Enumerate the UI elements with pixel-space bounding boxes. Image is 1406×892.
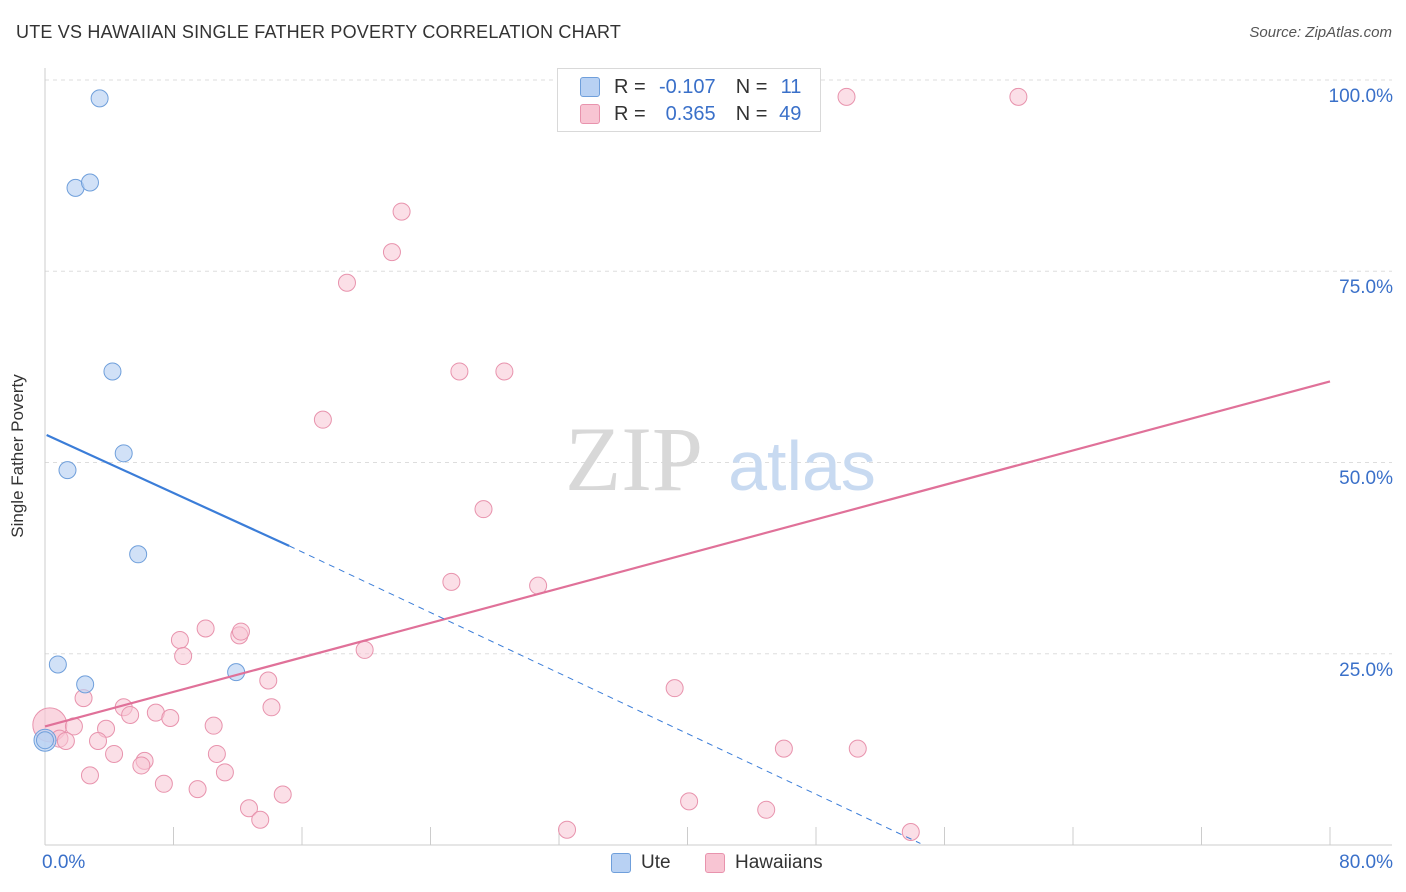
hawaiians-point-6 bbox=[495, 362, 514, 381]
ute-trend-line-extension bbox=[288, 545, 921, 844]
ute-point-5 bbox=[58, 461, 77, 480]
ute-swatch bbox=[580, 77, 600, 97]
hawaiians-point-22 bbox=[121, 705, 140, 724]
ute-point-3 bbox=[103, 362, 122, 381]
hawaiians-point-42 bbox=[680, 792, 699, 811]
hawaiians-point-36 bbox=[207, 744, 226, 763]
hawaiians-point-40 bbox=[188, 780, 207, 799]
hawaiians-point-3 bbox=[382, 243, 401, 262]
hawaiians-point-14 bbox=[231, 622, 250, 641]
hawaiians-point-41 bbox=[273, 785, 292, 804]
hawaiians-swatch bbox=[580, 104, 600, 124]
hawaiians-point-2 bbox=[392, 202, 411, 221]
hawaiians-point-32 bbox=[774, 739, 793, 758]
hawaiians-point-5 bbox=[450, 362, 469, 381]
gridlines bbox=[45, 79, 1392, 655]
hawaiians-point-9 bbox=[442, 572, 461, 591]
hawaiians-points bbox=[32, 87, 1028, 841]
hawaiians-point-47 bbox=[901, 822, 920, 841]
stats-legend: R = -0.107 N = 11 R = 0.365 N = 49 bbox=[557, 68, 821, 132]
hawaiians-n-value: 49 bbox=[779, 102, 802, 125]
source-prefix: Source: bbox=[1249, 24, 1306, 41]
ute-point-10 bbox=[36, 731, 54, 750]
hawaiians-point-31 bbox=[105, 744, 124, 763]
ute-point-7 bbox=[48, 655, 67, 674]
hawaiians-r-value: 0.365 bbox=[665, 102, 716, 125]
hawaiians-point-16 bbox=[355, 640, 374, 659]
y-tick-label-75: 75.0% bbox=[1339, 277, 1393, 298]
hawaiians-point-0 bbox=[837, 87, 856, 106]
hawaiians-point-17 bbox=[259, 671, 278, 690]
hawaiians-point-18 bbox=[665, 679, 684, 698]
hawaiians-point-35 bbox=[132, 756, 151, 775]
chart-title: UTE VS HAWAIIAN SINGLE FATHER POVERTY CO… bbox=[16, 22, 622, 42]
bottom-ute-label: Ute bbox=[641, 852, 671, 873]
y-tick-label-100: 100.0% bbox=[1328, 86, 1393, 107]
hawaiians-point-29 bbox=[56, 731, 75, 750]
legend-row-hawaiians: R = 0.365 N = 49 bbox=[580, 102, 801, 126]
hawaiians-point-46 bbox=[558, 820, 577, 839]
bottom-hawaiians-label: Hawaiians bbox=[735, 852, 823, 873]
hawaiians-point-43 bbox=[239, 799, 258, 818]
hawaiians-n-label: N = bbox=[735, 102, 768, 125]
hawaiians-point-37 bbox=[215, 763, 234, 782]
hawaiians-point-33 bbox=[848, 739, 867, 758]
hawaiians-point-45 bbox=[251, 810, 270, 829]
hawaiians-point-15 bbox=[174, 647, 193, 666]
hawaiians-point-24 bbox=[161, 709, 180, 728]
ute-n-value: 11 bbox=[780, 75, 802, 98]
hawaiians-point-38 bbox=[80, 766, 99, 785]
hawaiians-point-21 bbox=[262, 698, 281, 717]
ute-point-0 bbox=[90, 89, 109, 108]
hawaiians-point-1 bbox=[1009, 87, 1028, 106]
y-tick-label-50: 50.0% bbox=[1339, 468, 1393, 489]
x-tick-label-min: 0.0% bbox=[42, 852, 86, 873]
ute-point-8 bbox=[76, 675, 95, 694]
source-name: ZipAtlas.com bbox=[1305, 24, 1392, 41]
legend-row-ute: R = -0.107 N = 11 bbox=[580, 75, 801, 99]
ute-r-label: R = bbox=[614, 75, 646, 98]
watermark-atlas: atlas bbox=[728, 427, 876, 505]
hawaiians-point-11 bbox=[196, 619, 215, 638]
watermark: ZIP atlas bbox=[565, 408, 876, 510]
hawaiians-point-30 bbox=[89, 731, 108, 750]
hawaiians-point-44 bbox=[757, 800, 776, 819]
hawaiians-point-27 bbox=[204, 716, 223, 735]
ute-point-9 bbox=[227, 663, 246, 682]
hawaiians-r-label: R = bbox=[614, 102, 646, 125]
hawaiians-point-39 bbox=[154, 774, 173, 793]
bottom-legend-hawaiians: Hawaiians bbox=[705, 852, 823, 874]
hawaiians-trend-line bbox=[44, 380, 1331, 728]
hawaiians-point-7 bbox=[313, 410, 332, 429]
y-axis-label: Single Father Poverty bbox=[8, 374, 27, 538]
axes bbox=[44, 68, 1392, 846]
y-tick-label-25: 25.0% bbox=[1339, 660, 1393, 681]
watermark-zip: ZIP bbox=[565, 408, 703, 510]
trend-lines bbox=[44, 380, 1331, 844]
ute-point-6 bbox=[129, 545, 148, 564]
ute-trend-line bbox=[46, 433, 290, 547]
source-credit: Source: ZipAtlas.com bbox=[1249, 24, 1392, 41]
x-tick-label-max: 80.0% bbox=[1339, 852, 1393, 873]
bottom-hawaiians-swatch bbox=[705, 853, 725, 873]
ute-n-label: N = bbox=[735, 75, 768, 98]
ute-r-value: -0.107 bbox=[658, 75, 716, 98]
hawaiians-point-12 bbox=[170, 630, 189, 649]
ute-points bbox=[33, 89, 246, 752]
ute-point-4 bbox=[114, 444, 133, 463]
bottom-ute-swatch bbox=[611, 853, 631, 873]
hawaiians-point-8 bbox=[474, 500, 493, 519]
ute-point-2 bbox=[80, 173, 99, 192]
bottom-legend-ute: Ute bbox=[611, 852, 671, 874]
hawaiians-point-4 bbox=[337, 273, 356, 292]
